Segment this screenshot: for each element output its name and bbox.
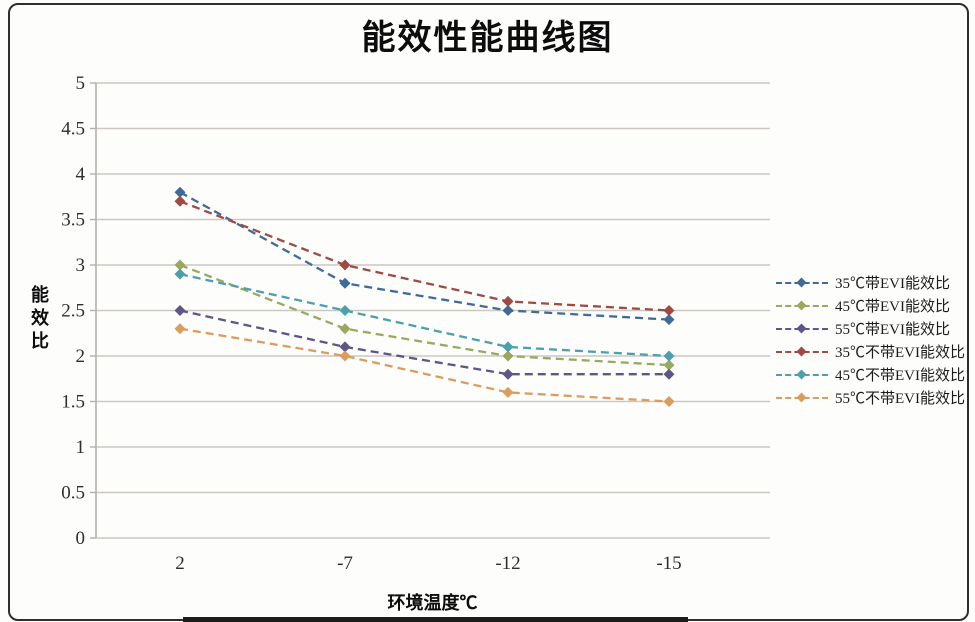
legend-label: 55℃不带EVI能效比	[835, 391, 965, 407]
legend-item: 35℃不带EVI能效比	[776, 340, 972, 363]
svg-text:-12: -12	[495, 553, 520, 574]
legend-line-marker-icon	[776, 300, 828, 311]
legend-line-marker-icon	[776, 369, 828, 380]
chart-title: 能效性能曲线图	[361, 19, 614, 57]
legend-label: 45℃带EVI能效比	[835, 299, 950, 315]
legend-item: 55℃带EVI能效比	[776, 317, 972, 340]
legend-label: 35℃不带EVI能效比	[835, 345, 965, 361]
legend-line-marker-icon	[776, 346, 828, 357]
svg-text:2: 2	[76, 346, 86, 367]
svg-text:2.5: 2.5	[61, 301, 85, 322]
svg-text:1.5: 1.5	[61, 392, 85, 413]
legend-item: 35℃带EVI能效比	[776, 271, 972, 294]
legend-label: 55℃带EVI能效比	[835, 322, 950, 338]
legend: 35℃带EVI能效比 45℃带EVI能效比 55℃带EVI能效比 35℃不带EV…	[776, 271, 972, 409]
svg-text:0.5: 0.5	[61, 483, 85, 504]
svg-text:3.5: 3.5	[61, 210, 85, 231]
svg-text:2: 2	[175, 553, 185, 574]
legend-line-marker-icon	[776, 392, 828, 403]
svg-text:1: 1	[76, 437, 86, 458]
bottom-edge-bar	[183, 617, 688, 622]
legend-item: 45℃带EVI能效比	[776, 294, 972, 317]
svg-text:4: 4	[76, 164, 86, 185]
legend-line-marker-icon	[776, 323, 828, 334]
legend-label: 35℃带EVI能效比	[835, 276, 950, 292]
svg-text:3: 3	[76, 255, 86, 276]
y-axis-title: 能效比	[31, 285, 49, 351]
svg-text:-7: -7	[337, 553, 353, 574]
svg-text:5: 5	[76, 73, 86, 94]
legend-label: 45℃不带EVI能效比	[835, 368, 965, 384]
svg-text:-15: -15	[656, 553, 681, 574]
svg-text:0: 0	[76, 528, 86, 549]
x-axis-title: 环境温度℃	[387, 593, 478, 613]
legend-item: 55℃不带EVI能效比	[776, 386, 972, 409]
legend-item: 45℃不带EVI能效比	[776, 363, 972, 386]
legend-line-marker-icon	[776, 277, 828, 288]
svg-text:4.5: 4.5	[61, 119, 85, 140]
